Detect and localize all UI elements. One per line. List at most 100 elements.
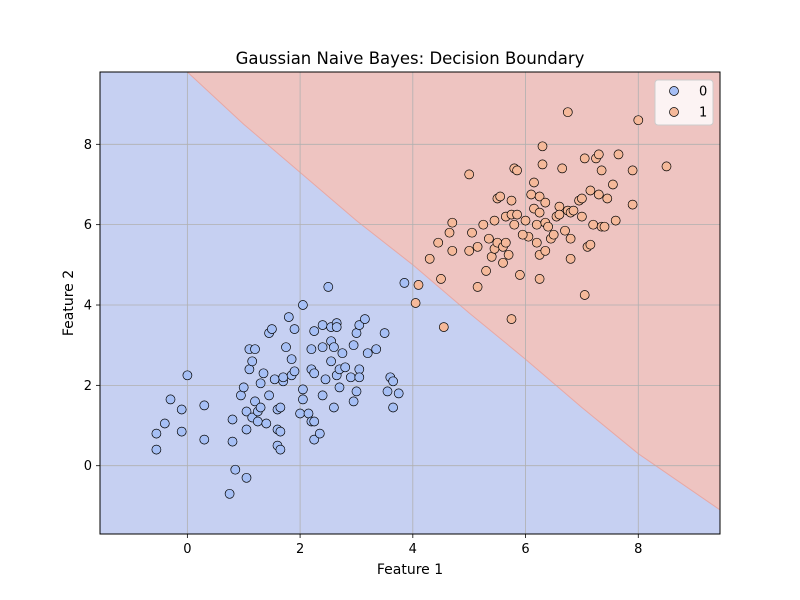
data-point-class-0 bbox=[306, 344, 317, 355]
data-point-class-0 bbox=[269, 374, 280, 385]
x-tick-label: 0 bbox=[183, 542, 191, 557]
data-point-class-0 bbox=[309, 434, 320, 445]
legend-label-class-1: 1 bbox=[699, 106, 707, 121]
data-point-class-1 bbox=[633, 115, 644, 126]
data-point-class-0 bbox=[199, 434, 210, 445]
data-point-class-0 bbox=[351, 328, 362, 338]
data-point-class-0 bbox=[230, 464, 241, 475]
data-point-class-1 bbox=[512, 209, 522, 220]
data-point-class-1 bbox=[433, 237, 444, 248]
data-point-class-0 bbox=[303, 408, 314, 419]
x-tick-label: 6 bbox=[521, 542, 529, 557]
data-point-class-0 bbox=[252, 416, 263, 427]
data-point-class-0 bbox=[354, 364, 365, 375]
legend-marker-class-1 bbox=[669, 107, 679, 117]
data-point-class-0 bbox=[317, 342, 328, 353]
data-point-class-0 bbox=[351, 386, 362, 397]
data-point-class-1 bbox=[512, 165, 522, 176]
data-point-class-1 bbox=[599, 221, 610, 232]
y-tick-label: 2 bbox=[84, 379, 92, 394]
data-point-class-0 bbox=[165, 394, 176, 405]
data-point-class-0 bbox=[241, 406, 252, 417]
data-point-class-1 bbox=[562, 107, 573, 118]
data-point-class-0 bbox=[320, 374, 331, 385]
data-point-class-0 bbox=[314, 428, 325, 439]
data-point-class-1 bbox=[557, 163, 568, 174]
data-point-class-0 bbox=[348, 340, 359, 351]
data-point-class-0 bbox=[275, 444, 286, 455]
data-point-class-1 bbox=[464, 245, 475, 256]
data-point-class-0 bbox=[354, 372, 365, 383]
data-point-class-0 bbox=[176, 404, 187, 415]
data-point-class-1 bbox=[447, 245, 458, 256]
legend-marker-class-0 bbox=[669, 86, 679, 96]
data-point-class-0 bbox=[329, 342, 339, 353]
data-point-class-1 bbox=[537, 159, 548, 170]
y-tick-label: 6 bbox=[84, 218, 92, 233]
data-point-class-1 bbox=[565, 253, 576, 264]
data-point-class-1 bbox=[472, 241, 483, 252]
data-point-class-0 bbox=[382, 386, 393, 397]
x-axis-ticks: 0 2 4 6 8 bbox=[183, 534, 642, 557]
y-tick-label: 0 bbox=[84, 459, 92, 474]
x-tick-label: 4 bbox=[409, 542, 417, 557]
data-point-class-0 bbox=[317, 320, 328, 330]
data-point-class-0 bbox=[199, 400, 210, 411]
data-point-class-1 bbox=[410, 298, 421, 308]
data-point-class-1 bbox=[515, 270, 525, 280]
data-point-class-0 bbox=[281, 342, 291, 353]
data-point-class-1 bbox=[438, 322, 449, 332]
data-point-class-1 bbox=[554, 209, 565, 220]
data-point-class-0 bbox=[241, 472, 252, 483]
data-point-class-0 bbox=[278, 372, 289, 383]
data-point-class-0 bbox=[379, 328, 390, 338]
data-point-class-0 bbox=[334, 382, 345, 393]
data-point-class-0 bbox=[393, 388, 404, 399]
data-point-class-0 bbox=[176, 426, 187, 437]
scatter-points bbox=[151, 107, 672, 499]
data-point-class-0 bbox=[283, 312, 294, 322]
data-point-class-1 bbox=[593, 189, 604, 200]
data-point-class-1 bbox=[506, 195, 517, 206]
data-point-class-1 bbox=[543, 221, 553, 232]
data-point-class-1 bbox=[540, 245, 551, 256]
data-point-class-1 bbox=[613, 149, 624, 160]
data-point-class-0 bbox=[275, 402, 286, 413]
data-point-class-1 bbox=[585, 239, 596, 250]
data-point-class-0 bbox=[286, 354, 297, 365]
data-point-class-1 bbox=[579, 153, 590, 164]
plot-frame bbox=[99, 71, 721, 535]
data-point-class-1 bbox=[526, 189, 537, 200]
data-point-class-0 bbox=[354, 320, 365, 330]
data-point-class-0 bbox=[309, 416, 320, 427]
data-point-class-0 bbox=[255, 402, 266, 413]
data-point-class-1 bbox=[506, 314, 517, 324]
data-point-class-0 bbox=[227, 436, 238, 447]
data-point-class-1 bbox=[509, 219, 520, 230]
y-tick-label: 8 bbox=[84, 138, 92, 153]
data-point-class-0 bbox=[289, 324, 300, 334]
data-point-class-1 bbox=[531, 219, 542, 230]
data-point-class-1 bbox=[484, 233, 494, 244]
data-point-class-1 bbox=[560, 225, 570, 236]
data-point-class-1 bbox=[478, 219, 489, 230]
data-point-class-1 bbox=[517, 229, 528, 240]
data-point-class-0 bbox=[258, 368, 269, 379]
data-point-class-0 bbox=[326, 356, 336, 367]
data-point-class-1 bbox=[413, 280, 424, 290]
data-point-class-0 bbox=[388, 402, 398, 413]
data-point-class-0 bbox=[289, 366, 300, 377]
plot-area bbox=[100, 72, 720, 534]
data-point-class-1 bbox=[565, 233, 576, 244]
data-point-class-1 bbox=[540, 197, 551, 208]
data-point-class-0 bbox=[399, 278, 410, 288]
data-point-class-0 bbox=[275, 426, 286, 437]
data-point-class-1 bbox=[661, 161, 672, 172]
data-point-class-1 bbox=[481, 266, 491, 276]
data-point-class-1 bbox=[498, 257, 508, 268]
x-tick-label: 2 bbox=[296, 542, 304, 557]
data-point-class-1 bbox=[520, 215, 531, 226]
data-point-class-0 bbox=[360, 314, 370, 324]
data-point-class-0 bbox=[345, 372, 356, 383]
data-point-class-1 bbox=[593, 149, 604, 160]
